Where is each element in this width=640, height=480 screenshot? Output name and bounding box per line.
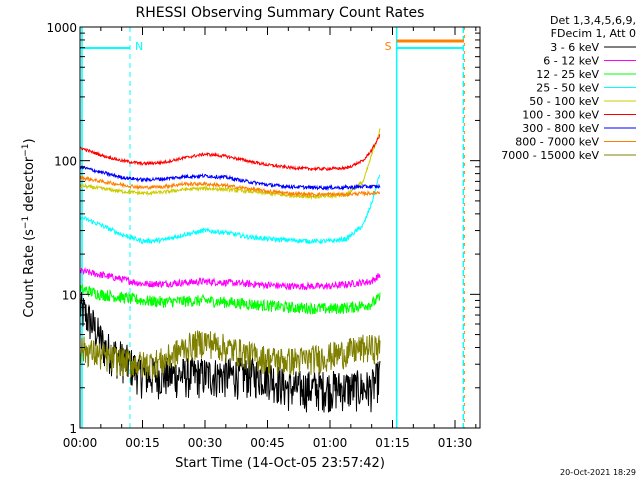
y-axis-label-part: Count Rate (s [22, 229, 37, 318]
y-axis-label-part: ) [22, 138, 37, 143]
legend-label: 6 - 12 keV [543, 55, 599, 68]
x-tick-label: 00:00 [63, 436, 98, 450]
chart-title: RHESSI Observing Summary Count Rates [136, 5, 425, 21]
legend-label: 3 - 6 keV [550, 41, 599, 54]
legend-label: 50 - 100 keV [529, 95, 599, 108]
y-axis-label-superscript: −1 [21, 216, 31, 229]
series-line [79, 175, 381, 198]
y-tick-label: 100 [54, 155, 77, 169]
legend-label: 300 - 800 keV [522, 122, 599, 135]
plot-frame [79, 26, 481, 429]
series-line [79, 165, 381, 192]
series-line [79, 284, 381, 315]
legend-label: 7000 - 15000 keV [501, 149, 599, 162]
legend-header-line: FDecim 1, Att 0 [551, 27, 636, 40]
x-tick-label: 01:15 [375, 436, 410, 450]
x-tick-label: 01:00 [313, 436, 348, 450]
x-tick-label: 00:45 [250, 436, 285, 450]
legend-label: 12 - 25 keV [536, 68, 599, 81]
legend-label: 100 - 300 keV [522, 109, 599, 122]
x-tick-label: 01:30 [438, 436, 473, 450]
legend-label: 25 - 50 keV [536, 82, 599, 95]
x-axis-label: Start Time (14-Oct-05 23:57:42) [175, 456, 385, 471]
series-line [79, 266, 381, 291]
x-tick-label: 00:15 [125, 436, 160, 450]
annotation-label: N [135, 40, 143, 53]
series-layer [79, 128, 381, 413]
y-tick-label: 1 [69, 422, 77, 436]
y-axis-label: Count Rate (s−1 detector−1) [21, 138, 37, 317]
series-line [79, 134, 381, 172]
y-axis-label-superscript: −1 [21, 143, 31, 156]
orbit-markers [80, 27, 465, 428]
series-line [79, 128, 381, 201]
y-tick-label: 10 [62, 288, 77, 302]
y-axis-label-part: detector [22, 156, 37, 216]
legend: Det 1,3,4,5,6,9, FDecim 1, Att 0 3 - 6 k… [501, 14, 636, 162]
series-line [79, 330, 381, 379]
x-axis: 00:00 00:15 00:30 00:45 01:00 01:15 01:30 [63, 27, 477, 450]
legend-label: 800 - 7000 keV [515, 136, 599, 149]
series-line [79, 174, 381, 245]
y-tick-label: 1000 [46, 21, 77, 35]
annotation-label: S [385, 40, 392, 53]
legend-header-line: Det 1,3,4,5,6,9, [550, 14, 636, 27]
x-tick-label: 00:30 [188, 436, 223, 450]
y-axis: 1 10 100 1000 [46, 21, 480, 436]
footer-date: 20-Oct-2021 18:29 [560, 468, 636, 477]
